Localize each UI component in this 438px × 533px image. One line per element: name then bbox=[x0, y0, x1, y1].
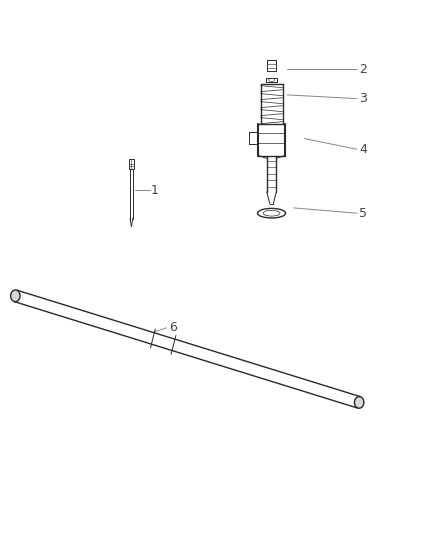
Ellipse shape bbox=[11, 290, 20, 302]
Bar bbox=[267, 60, 276, 71]
Text: 3: 3 bbox=[359, 92, 367, 105]
Text: 4: 4 bbox=[359, 143, 367, 156]
Bar bbox=[129, 159, 134, 169]
Ellipse shape bbox=[354, 397, 364, 408]
Text: 2: 2 bbox=[359, 63, 367, 76]
Text: 1: 1 bbox=[151, 184, 159, 197]
Text: 6: 6 bbox=[169, 321, 177, 334]
Text: 5: 5 bbox=[359, 207, 367, 220]
